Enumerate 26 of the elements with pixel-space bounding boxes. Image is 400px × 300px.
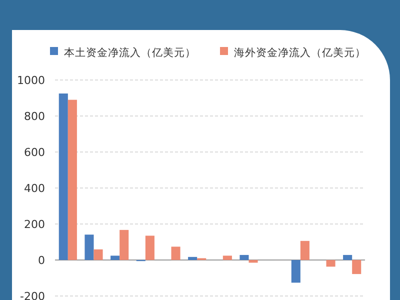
bar — [326, 260, 336, 267]
y-tick-label: 800 — [24, 110, 45, 123]
bar — [300, 240, 310, 260]
y-tick-label: 200 — [24, 218, 45, 231]
y-tick-label: 600 — [24, 146, 45, 159]
bar — [145, 236, 154, 260]
bar — [343, 254, 352, 260]
y-tick-label: -200 — [20, 290, 45, 300]
bar — [248, 260, 258, 263]
bar — [188, 256, 198, 260]
bar — [94, 249, 103, 260]
bar — [110, 256, 120, 260]
bar — [291, 260, 300, 283]
legend-label: 海外资金净流入（亿美元） — [234, 46, 366, 59]
y-tick-label: 400 — [24, 182, 45, 195]
bar — [84, 234, 94, 260]
bar — [171, 246, 180, 260]
bar — [68, 100, 77, 260]
bar — [352, 260, 362, 274]
y-tick-label: 1000 — [17, 74, 45, 87]
bar — [58, 94, 68, 260]
legend-label: 本土资金净流入（亿美元） — [64, 46, 196, 59]
bar — [120, 230, 129, 260]
bar — [240, 254, 249, 260]
y-tick-label: 0 — [38, 254, 45, 267]
bar — [222, 256, 232, 260]
